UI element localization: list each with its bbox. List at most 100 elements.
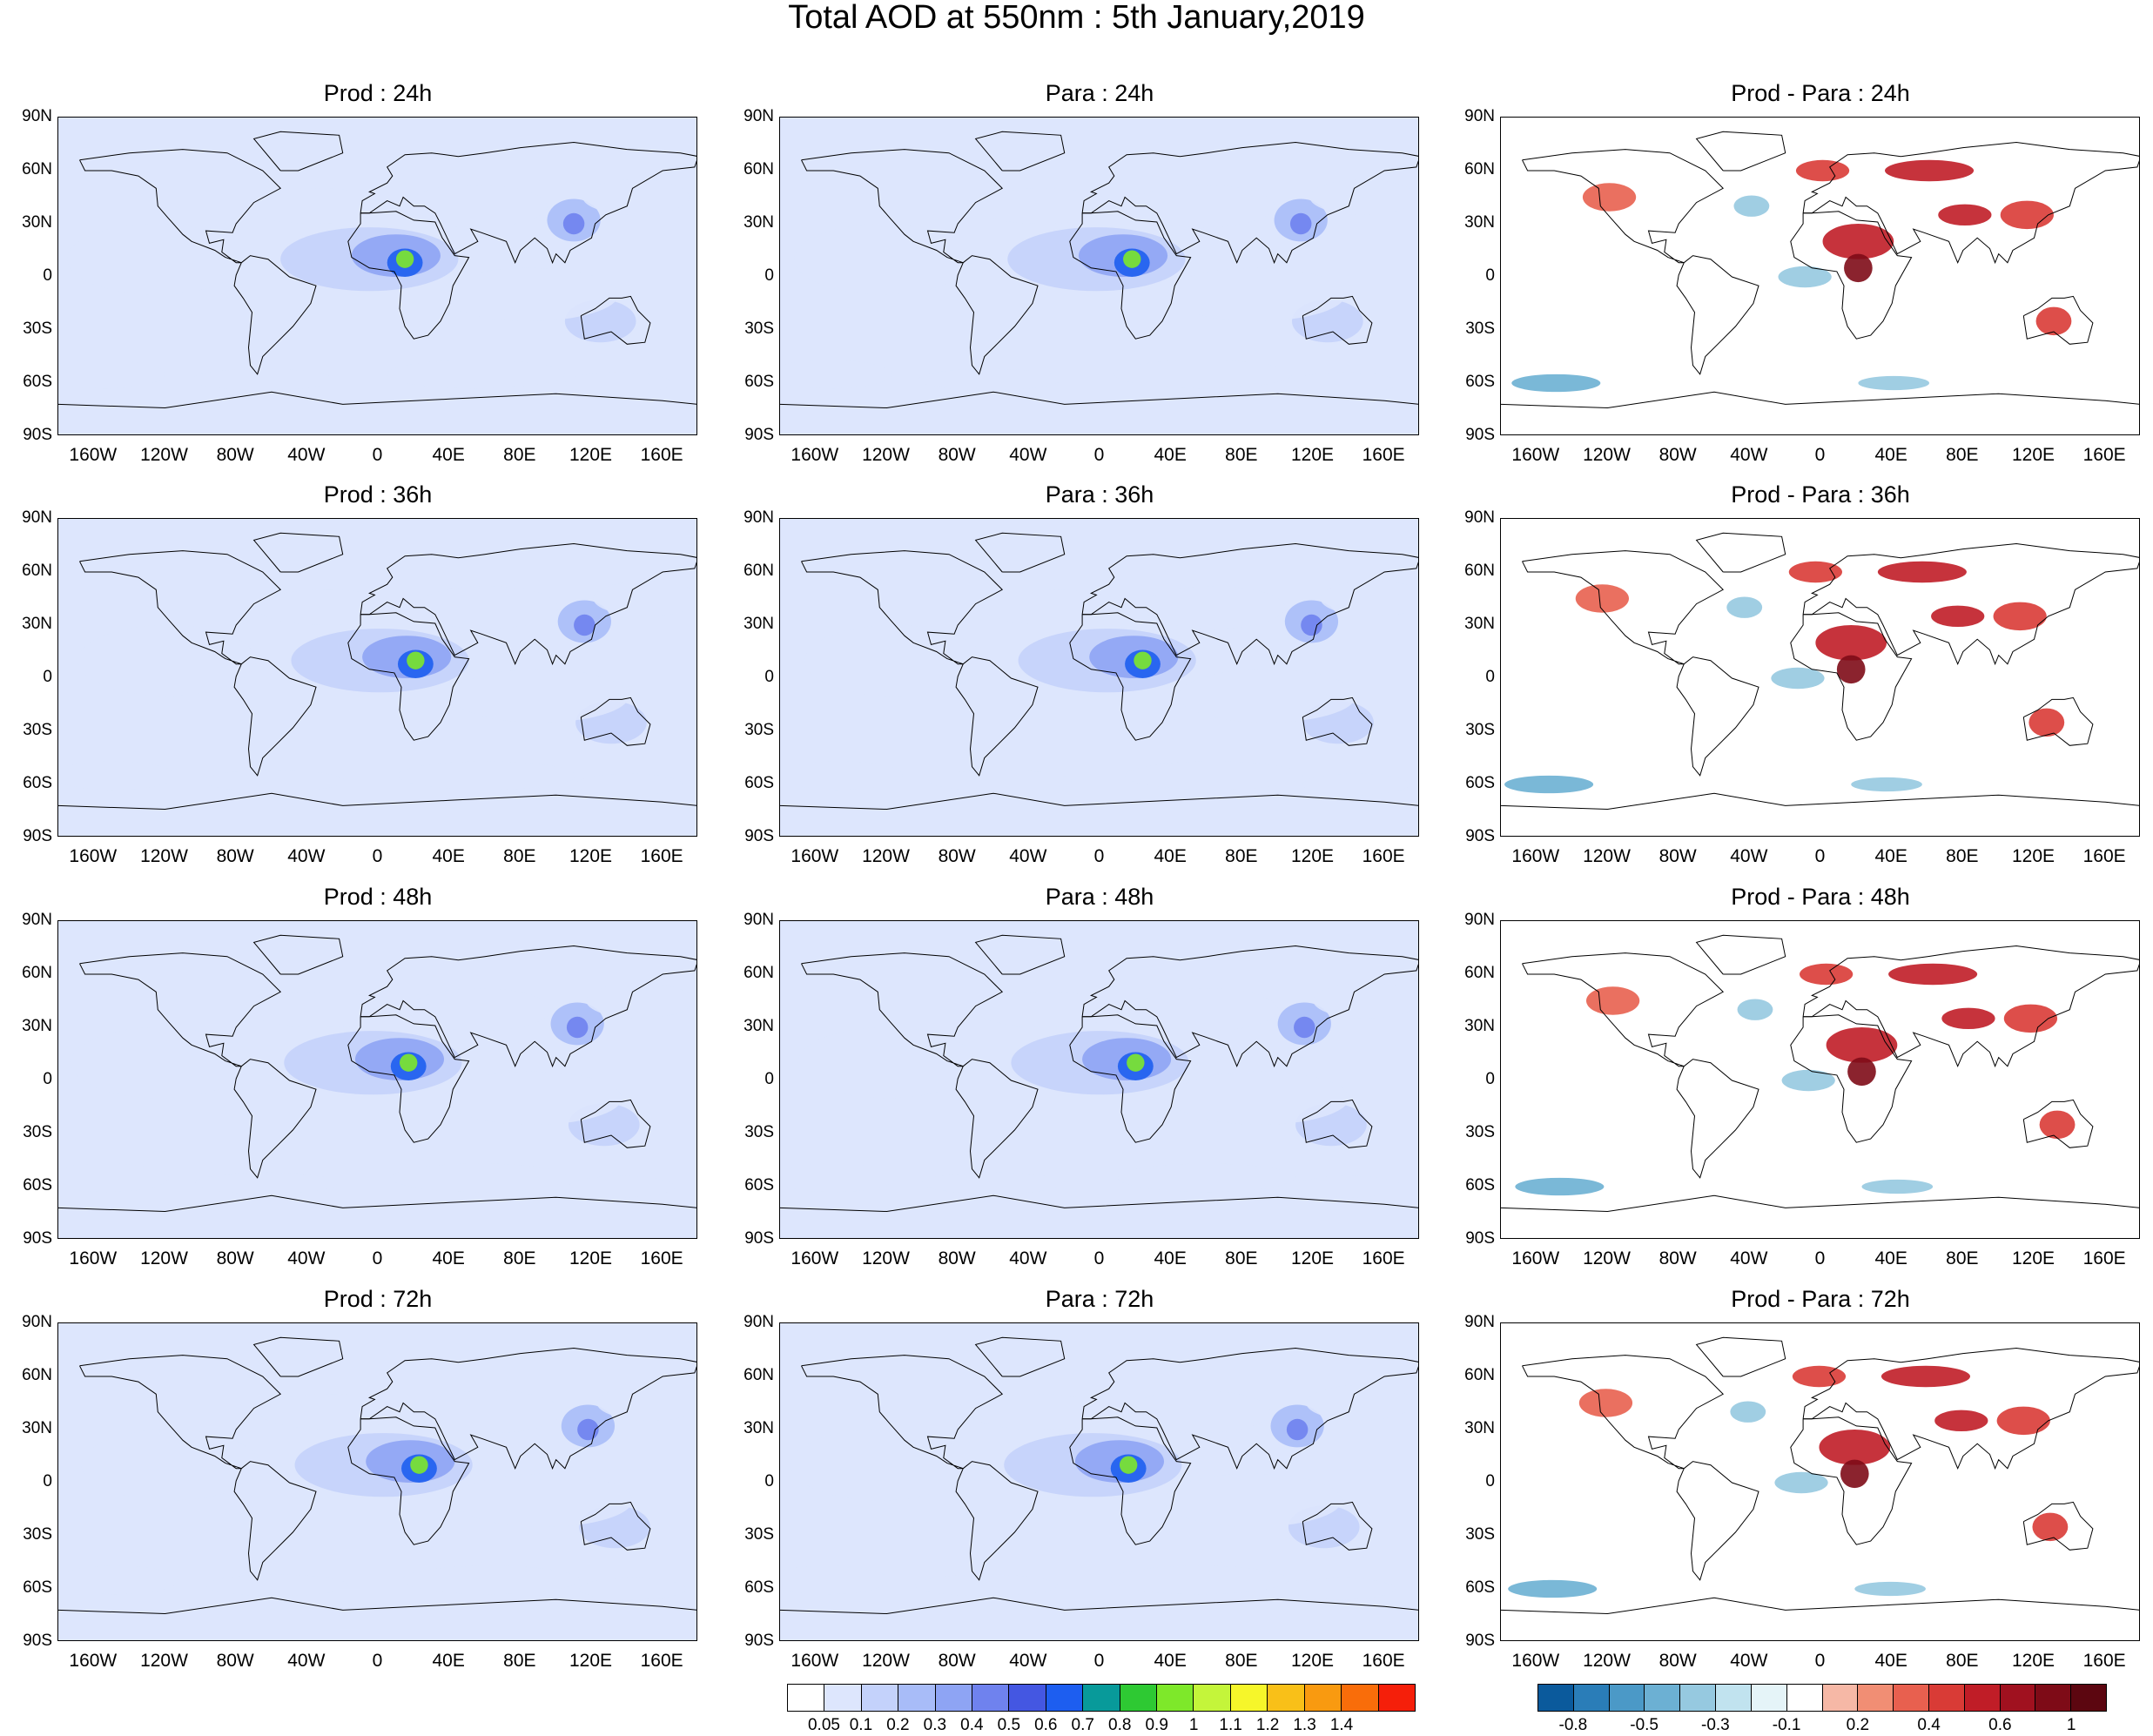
coastline xyxy=(79,149,282,264)
lat-label: 0 xyxy=(764,668,774,686)
lon-label: 120E xyxy=(2011,1651,2055,1671)
field-shading xyxy=(1114,360,1292,389)
lat-label: 90S xyxy=(1465,426,1495,444)
lat-label: 60N xyxy=(22,562,52,580)
coastline xyxy=(801,952,1004,1067)
lon-label: 80E xyxy=(503,1248,536,1268)
colorbar-swatch xyxy=(935,1685,973,1711)
field-shading xyxy=(797,1027,976,1099)
colorbar-swatch xyxy=(1268,1685,1305,1711)
lon-label: 40E xyxy=(1874,1651,1907,1671)
lat-label: 90S xyxy=(23,827,52,845)
coastline xyxy=(58,1597,696,1615)
field-shading xyxy=(2029,708,2065,737)
field-shading xyxy=(67,224,246,295)
field-shading xyxy=(1844,253,1873,283)
colorbar-swatch xyxy=(1009,1685,1046,1711)
lat-label: 30N xyxy=(1464,1419,1495,1437)
colorbar-label: 0.3 xyxy=(923,1716,947,1734)
coastline xyxy=(955,656,1039,777)
lon-label: 40W xyxy=(1730,445,1768,465)
lon-label: 120W xyxy=(862,846,910,866)
lon-label: 160E xyxy=(640,1248,683,1268)
field-shading xyxy=(1800,963,1854,986)
field-shading xyxy=(1306,1385,1413,1421)
lat-label: 60S xyxy=(744,373,774,391)
lat-label: 0 xyxy=(43,1472,52,1490)
coastline xyxy=(1695,532,1786,573)
lat-label: 90S xyxy=(23,1632,52,1650)
lat-label: 0 xyxy=(1485,668,1495,686)
coastline xyxy=(580,1501,651,1551)
coastline xyxy=(360,1347,696,1470)
lat-label: 60S xyxy=(1465,373,1495,391)
field-shading xyxy=(1774,1471,1828,1494)
lon-label: 160W xyxy=(791,1248,839,1268)
lon-label: 160E xyxy=(2082,846,2126,866)
lat-label: 30N xyxy=(743,615,774,633)
lon-label: 160W xyxy=(1511,1651,1560,1671)
field-shading xyxy=(1938,204,1992,226)
colorbar-swatch xyxy=(824,1685,862,1711)
map-panel xyxy=(1500,117,2140,435)
field-shading xyxy=(1858,375,1930,391)
coastline xyxy=(955,1059,1039,1179)
lon-label: 40E xyxy=(432,1651,465,1671)
lon-label: 40E xyxy=(432,1248,465,1268)
lon-label: 40W xyxy=(287,846,326,866)
field-shading xyxy=(1792,1365,1847,1388)
panel-title: Prod : 36h xyxy=(323,481,433,508)
field-shading xyxy=(593,581,696,616)
lon-label: 0 xyxy=(1093,846,1105,866)
field-shading xyxy=(419,1390,562,1434)
field-shading xyxy=(1888,963,1978,986)
coastline xyxy=(79,952,282,1067)
colorbar-swatch xyxy=(2071,1685,2106,1711)
lat-label: 90N xyxy=(743,911,774,929)
field-shading xyxy=(1292,372,1399,394)
panel-title: Para : 36h xyxy=(1045,481,1154,508)
field-shading xyxy=(58,1163,169,1193)
lon-label: 0 xyxy=(372,1651,383,1671)
lon-label: 80E xyxy=(1946,846,1979,866)
field-shading xyxy=(1134,651,1152,670)
diff-colorbar xyxy=(1537,1684,2107,1712)
lon-label: 40W xyxy=(1730,1248,1768,1268)
lat-label: 60N xyxy=(1464,562,1495,580)
lon-label: 40W xyxy=(1009,846,1047,866)
field-shading xyxy=(1885,159,1975,182)
lon-label: 120E xyxy=(569,846,613,866)
lon-label: 40E xyxy=(1154,1248,1187,1268)
lon-label: 40W xyxy=(1009,445,1047,465)
lon-label: 160W xyxy=(69,445,118,465)
colorbar-label: -0.3 xyxy=(1701,1716,1730,1734)
field-shading xyxy=(1320,581,1418,616)
lon-label: 160W xyxy=(69,846,118,866)
lon-label: 40E xyxy=(1874,445,1907,465)
coastline xyxy=(360,141,696,265)
lon-label: 80E xyxy=(1225,445,1258,465)
field-shading xyxy=(1854,1581,1926,1597)
field-shading xyxy=(568,1175,676,1198)
lon-label: 40W xyxy=(1009,1651,1047,1671)
lat-label: 30N xyxy=(22,213,52,232)
lat-label: 60N xyxy=(743,1366,774,1384)
lon-label: 40E xyxy=(1874,1248,1907,1268)
coastline xyxy=(1302,696,1373,746)
lon-label: 0 xyxy=(372,846,383,866)
lon-label: 120E xyxy=(1290,1248,1335,1268)
field-shading xyxy=(1931,605,1985,628)
panel-title: Prod : 48h xyxy=(323,884,433,910)
lat-label: 60N xyxy=(743,964,774,982)
colorbar-swatch xyxy=(1083,1685,1120,1711)
coastline xyxy=(1790,1416,1913,1545)
lon-label: 120W xyxy=(862,445,910,465)
colorbar-swatch xyxy=(1573,1685,1610,1711)
lat-label: 90S xyxy=(1465,1632,1495,1650)
lon-label: 80E xyxy=(1225,1248,1258,1268)
lat-label: 30S xyxy=(1465,721,1495,739)
lat-label: 0 xyxy=(1485,1070,1495,1088)
field-shading xyxy=(245,188,387,224)
field-shading xyxy=(574,614,595,636)
coastline xyxy=(1501,1194,2139,1213)
